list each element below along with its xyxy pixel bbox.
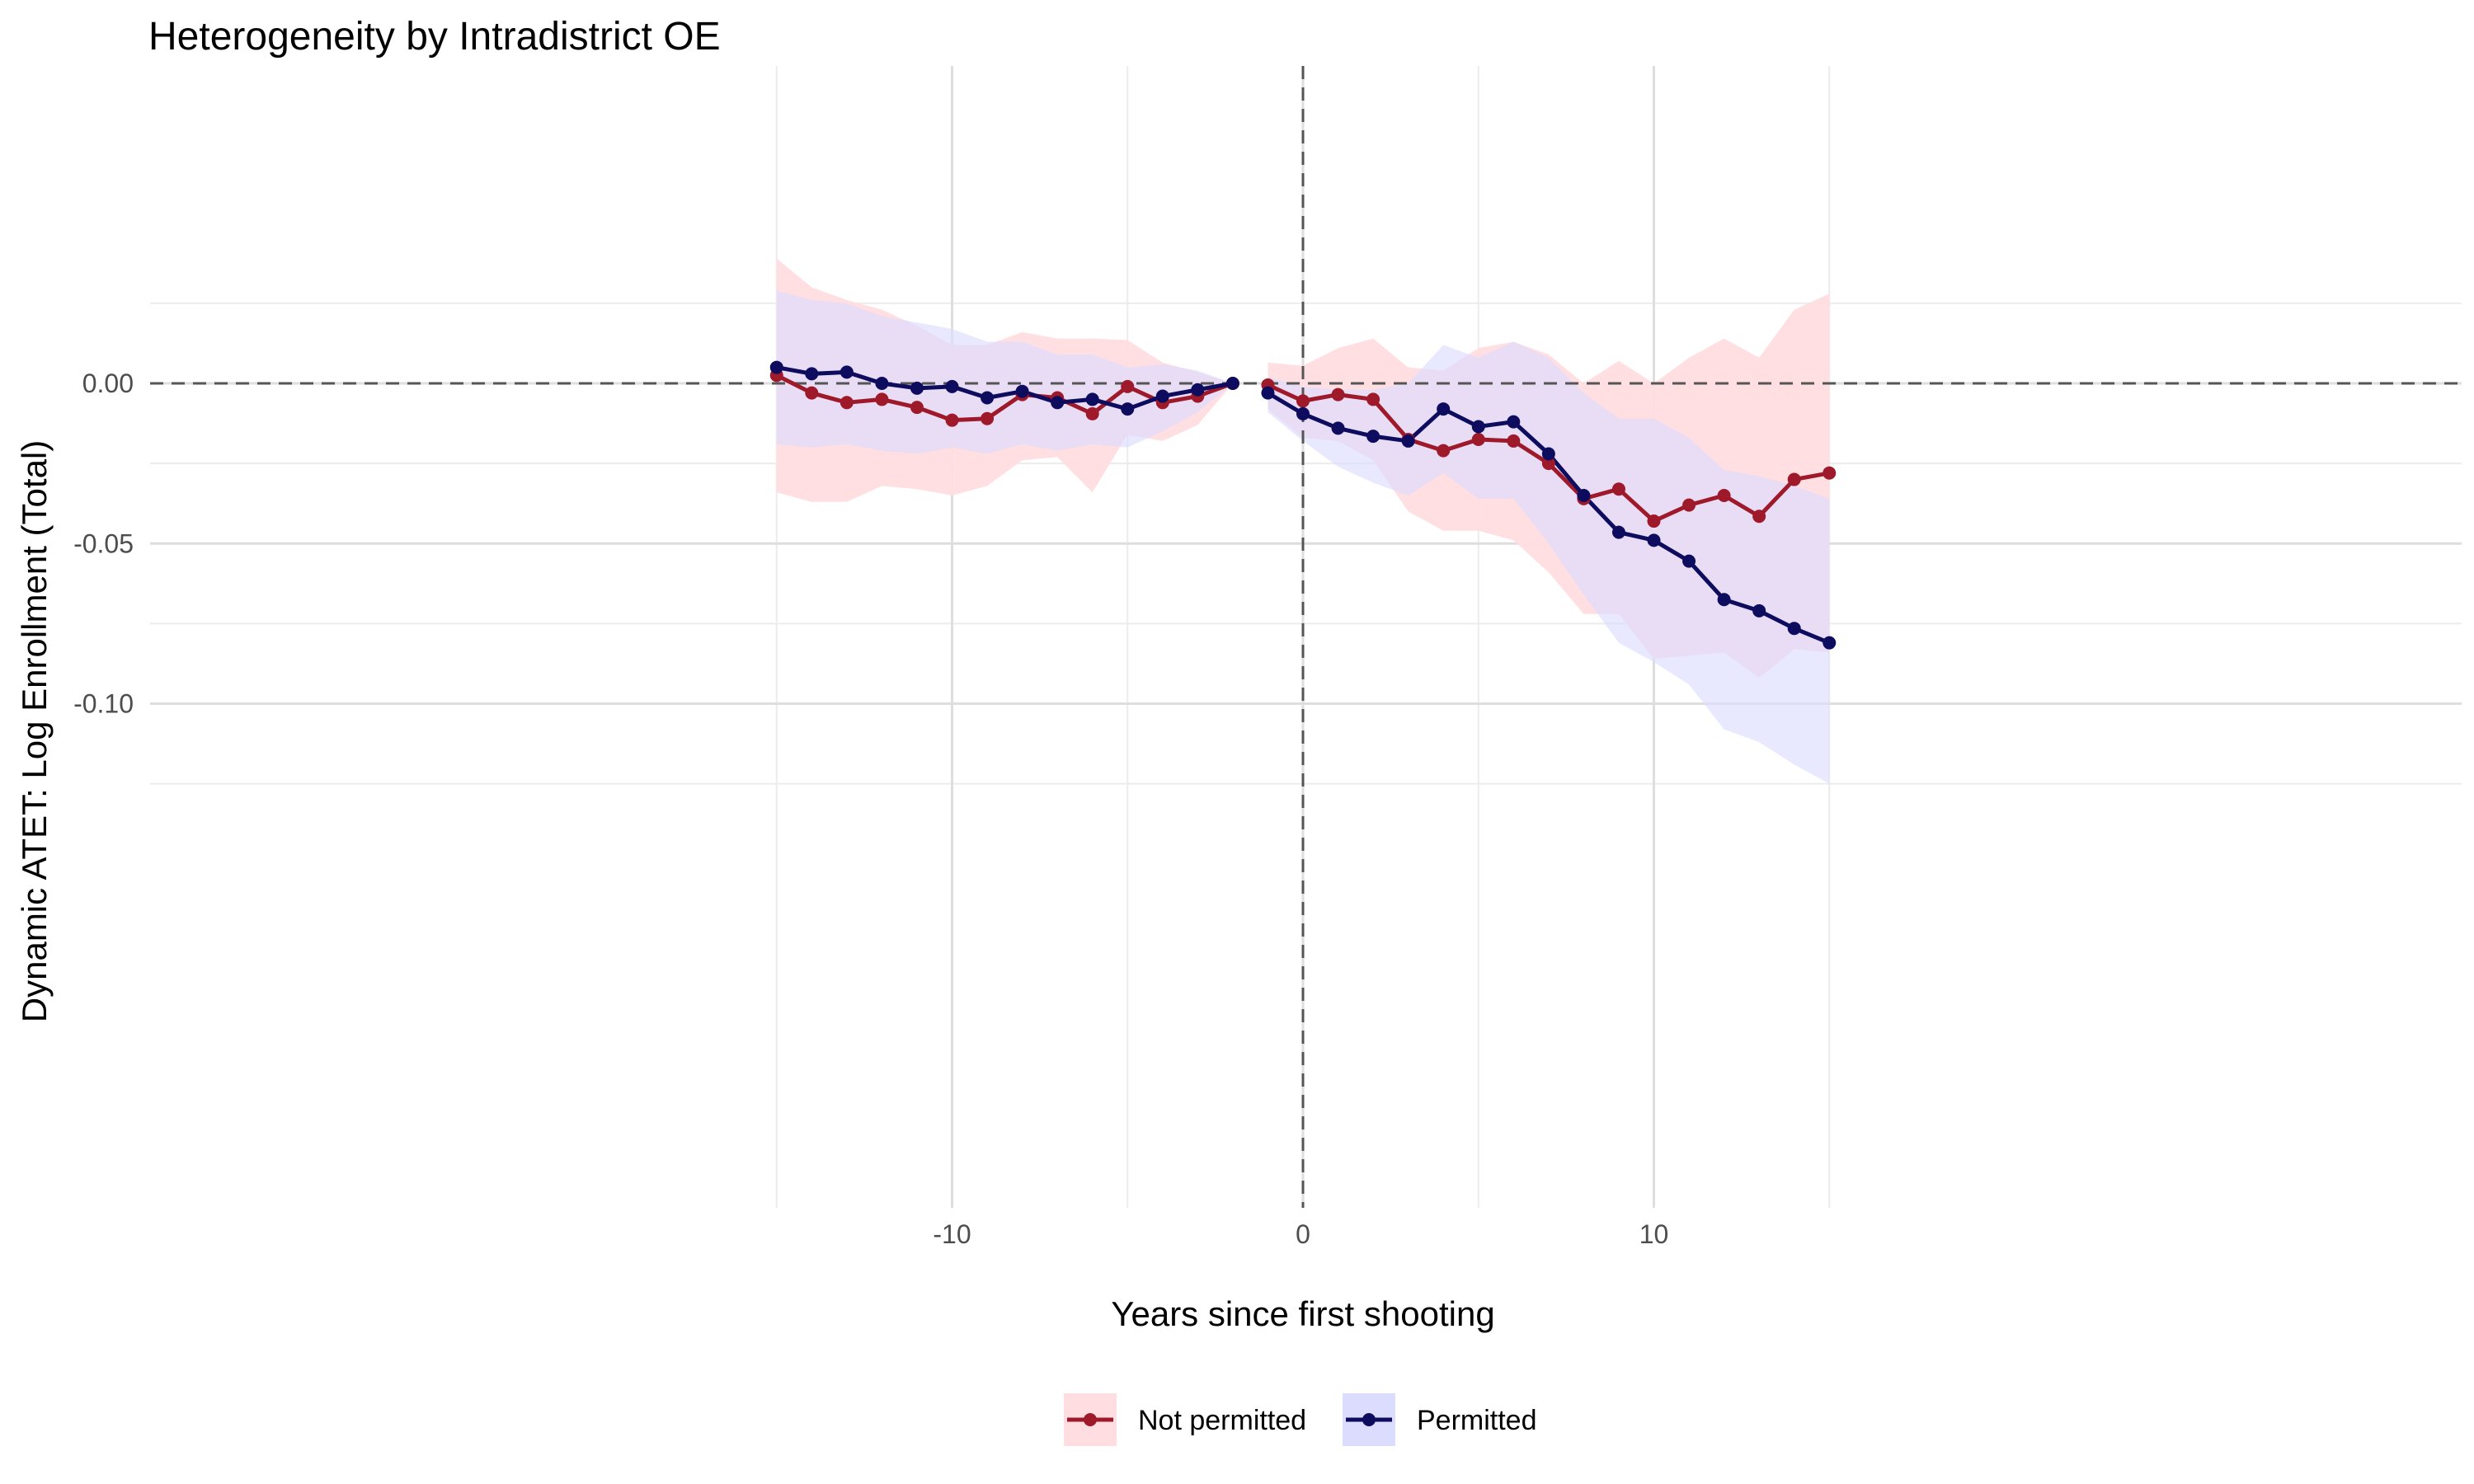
data-point-not-permitted [1366,392,1380,406]
data-point-permitted [1225,377,1239,390]
data-point-permitted [1191,383,1205,397]
data-point-permitted [1471,420,1485,434]
data-point-not-permitted [945,413,959,427]
data-point-not-permitted [981,411,995,425]
data-point-permitted [1823,636,1837,650]
data-point-permitted [1577,488,1591,502]
data-point-not-permitted [1507,434,1521,448]
data-point-permitted [1647,533,1661,547]
x-tick-label: 0 [1296,1219,1310,1249]
y-tick-label: 0.00 [82,369,134,398]
data-point-not-permitted [1823,466,1837,480]
data-point-permitted [805,367,819,381]
series-points [769,360,1837,650]
data-point-permitted [1296,406,1310,420]
data-point-permitted [1051,396,1065,410]
data-point-not-permitted [1471,432,1485,446]
data-point-permitted [1682,554,1696,568]
data-point-permitted [981,391,995,405]
data-point-permitted [1541,447,1555,461]
data-point-permitted [1752,603,1766,618]
data-point-not-permitted [1647,514,1661,528]
data-point-not-permitted [1121,379,1135,393]
x-axis-ticks: -10 0 10 [933,1219,1668,1249]
data-point-not-permitted [1752,510,1766,524]
y-tick-label: -0.05 [73,528,134,558]
ci-ribbon-permitted-pre [776,290,1233,454]
data-point-permitted [945,379,959,393]
data-point-not-permitted [1331,387,1345,402]
legend-item-permitted: Permitted [1343,1393,1537,1446]
data-point-not-permitted [1717,488,1731,502]
chart-title: Heterogeneity by Intradistrict OE [148,15,721,59]
data-point-not-permitted [1437,444,1451,458]
data-point-permitted [769,360,783,374]
y-axis-label: Dynamic ATET: Log Enrollment (Total) [15,440,54,1022]
confidence-ribbons [776,258,1830,784]
data-point-permitted [1331,421,1345,435]
legend-label-permitted: Permitted [1417,1405,1537,1436]
legend-marker-permitted [1362,1413,1376,1426]
data-point-permitted [1261,386,1275,400]
data-point-not-permitted [805,386,819,400]
data-point-permitted [1155,389,1169,403]
grid [150,66,2462,1208]
data-point-permitted [1507,415,1521,429]
x-axis-label: Years since first shooting [1111,1294,1494,1333]
legend-label-not-permitted: Not permitted [1138,1405,1306,1436]
data-point-not-permitted [1611,482,1625,496]
data-point-permitted [1085,392,1099,406]
data-point-permitted [875,377,889,390]
data-point-not-permitted [840,396,854,410]
data-point-permitted [1401,434,1415,448]
legend-item-not-permitted: Not permitted [1064,1393,1306,1446]
data-point-not-permitted [1787,472,1801,486]
y-axis-ticks: 0.00 -0.05 -0.10 [73,369,134,719]
data-point-permitted [1366,430,1380,444]
data-point-permitted [1611,525,1625,539]
legend: Not permitted Permitted [1064,1393,1537,1446]
data-point-permitted [840,365,854,379]
reference-lines [150,66,2462,1208]
y-tick-label: -0.10 [73,689,134,719]
data-point-not-permitted [1541,457,1555,471]
data-point-permitted [1717,593,1731,607]
x-tick-label: 10 [1639,1219,1669,1249]
data-point-permitted [1437,402,1451,416]
data-point-permitted [1121,402,1135,416]
data-point-permitted [1015,384,1029,398]
data-point-not-permitted [1296,394,1310,408]
x-tick-label: -10 [933,1219,971,1249]
data-point-permitted [910,381,924,395]
ci-ribbon-permitted-post [1268,341,1830,784]
data-point-not-permitted [1085,406,1099,420]
data-point-not-permitted [1682,498,1696,512]
data-point-permitted [1787,622,1801,636]
data-point-not-permitted [910,401,924,415]
legend-marker-not-permitted [1084,1413,1097,1426]
data-point-not-permitted [875,392,889,406]
